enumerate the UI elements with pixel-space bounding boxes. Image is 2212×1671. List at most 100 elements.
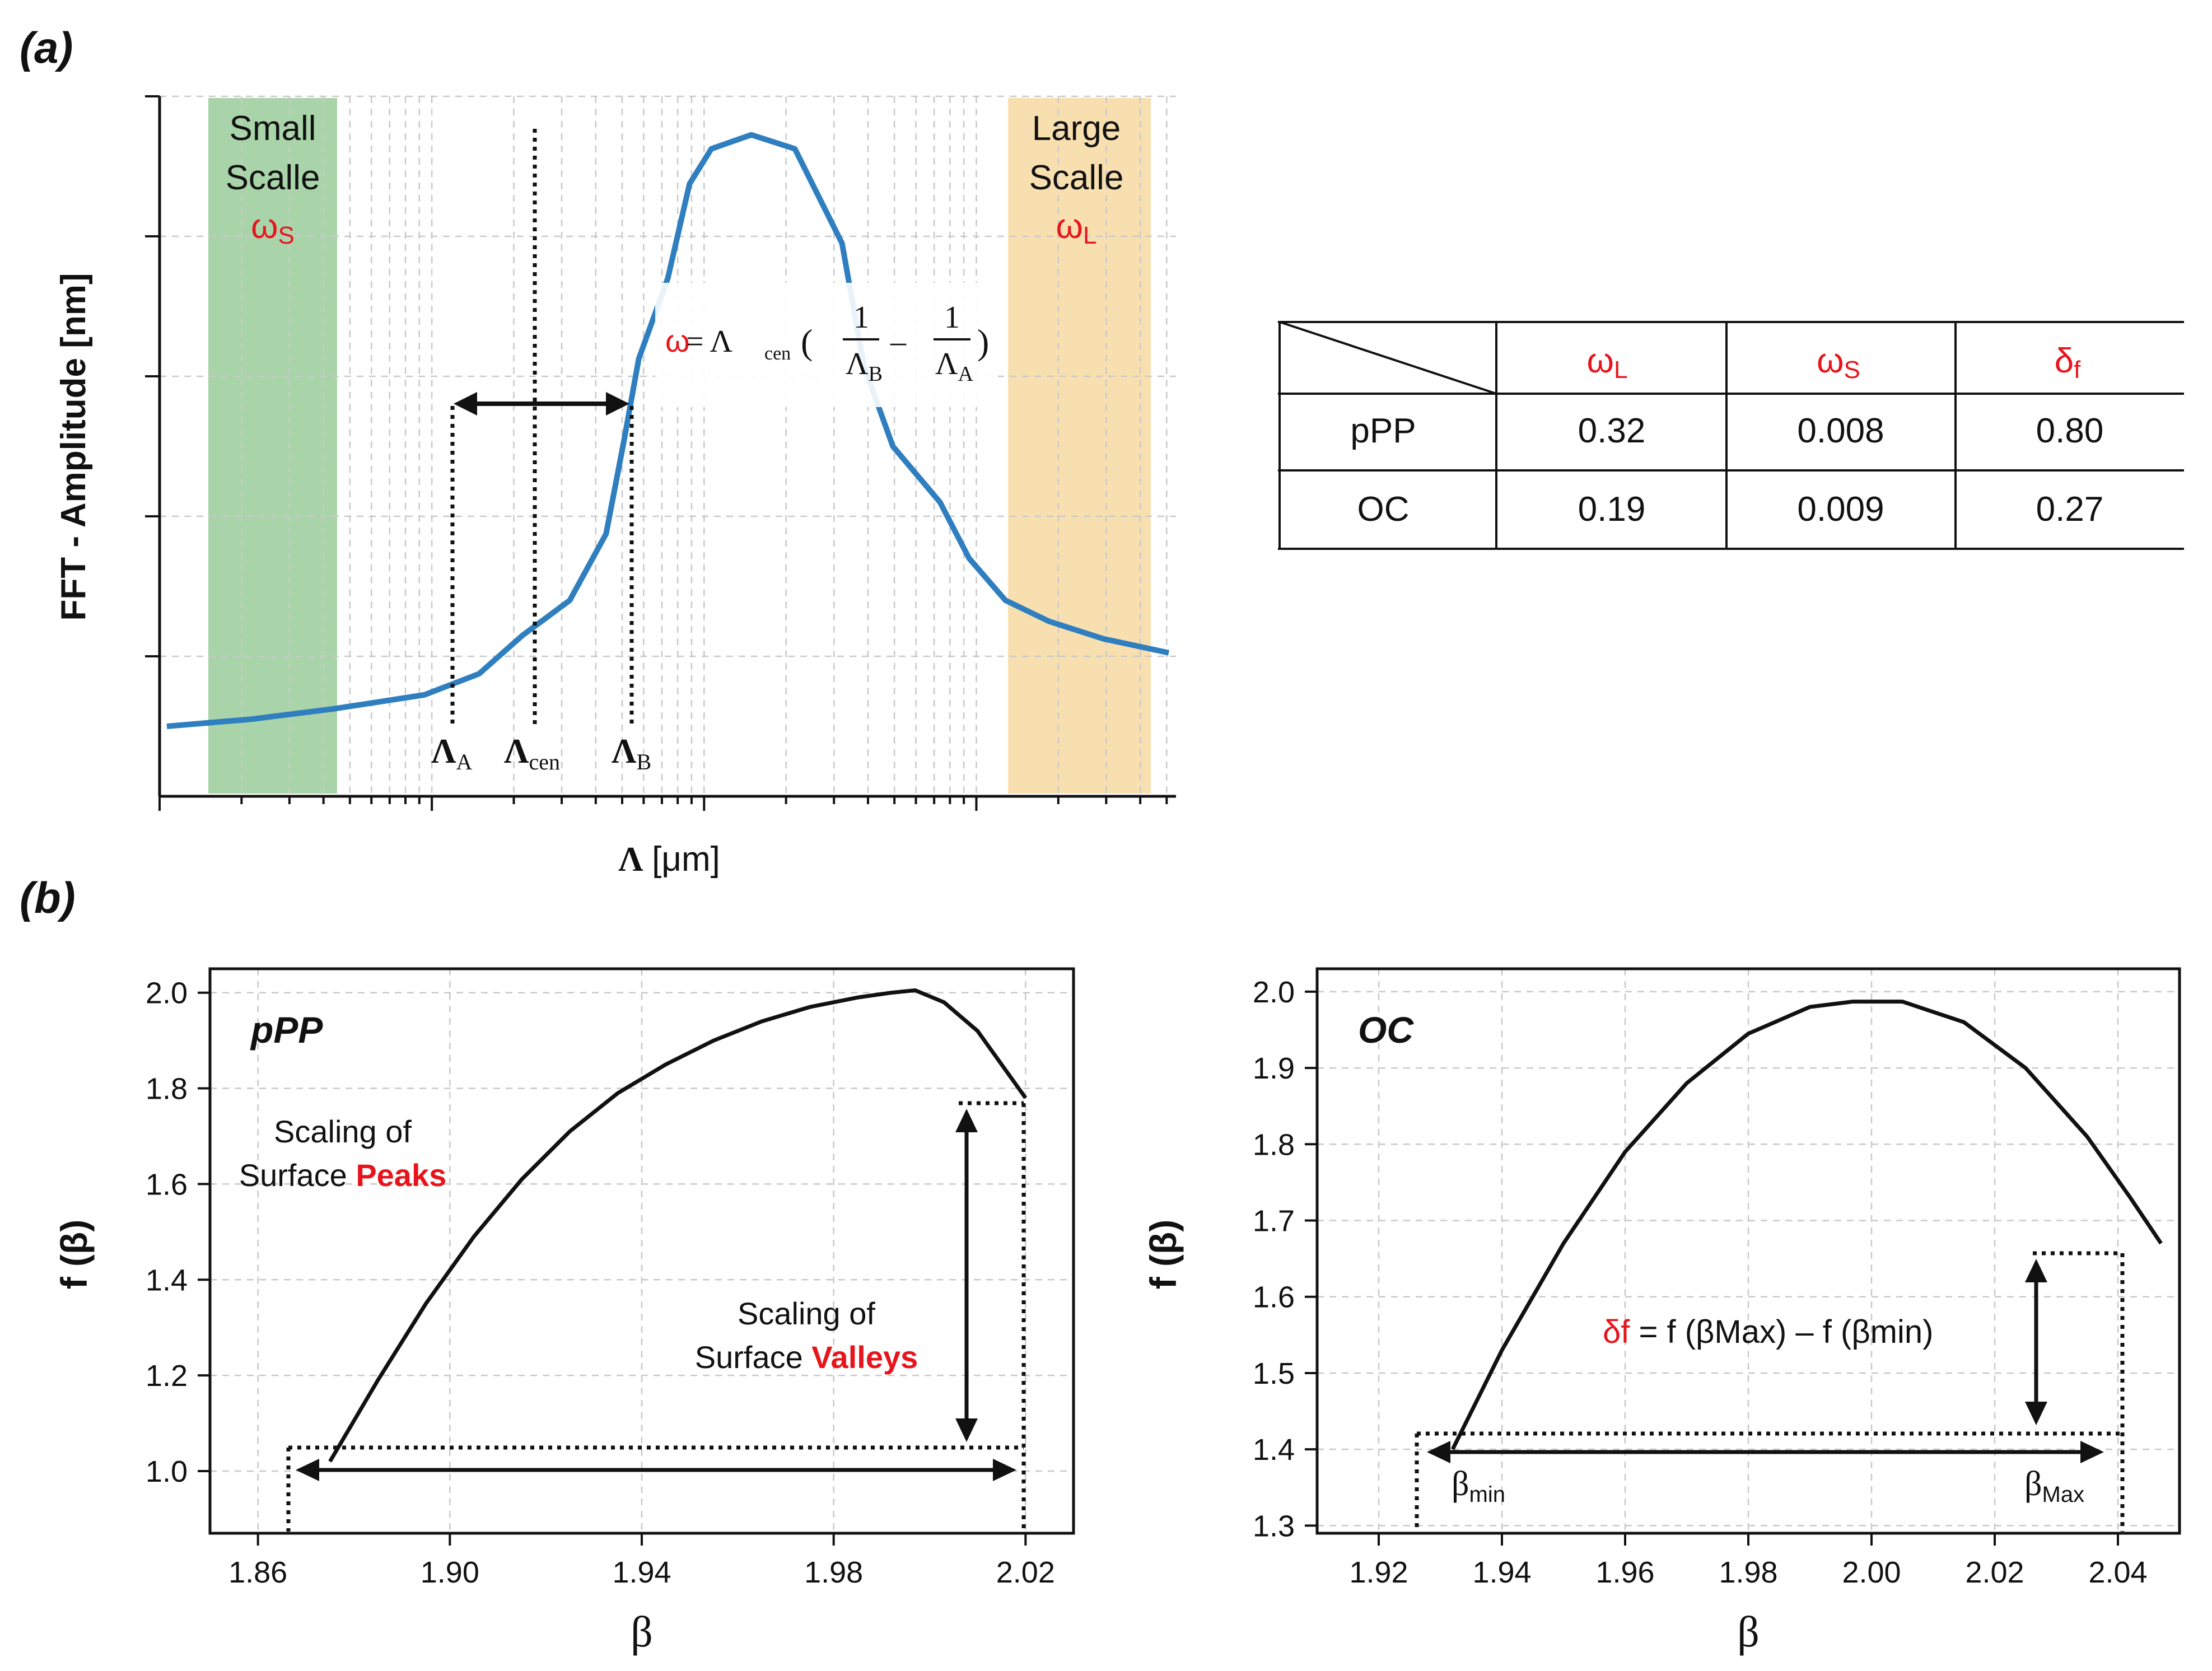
panel-label-a: (a) xyxy=(20,23,73,72)
ppp-horizontal-arrow-right-head xyxy=(993,1459,1016,1481)
svg-text:ΛA: ΛA xyxy=(935,347,974,386)
oc-curve xyxy=(1450,1000,2163,1450)
svg-text:1: 1 xyxy=(853,300,869,335)
table-corner-diagonal xyxy=(1279,321,1497,395)
oc-y-tick-label: 1.5 xyxy=(1253,1357,1295,1390)
large-scale-band xyxy=(1008,98,1151,794)
svg-text:= Λ: = Λ xyxy=(686,324,732,359)
omega-formula: ω = Λ cen ( 1 ΛB – 1 ΛA ) xyxy=(665,300,989,386)
oc-delta-formula: δf = f (βMax) – f (βmin) xyxy=(1603,1314,1933,1350)
oc-y-tick-label: 2.0 xyxy=(1253,975,1295,1009)
ppp-chart: 1.86 1.90 1.94 1.98 2.02 1.0 1.2 1.4 1.6 1.8 2.0 p… xyxy=(53,967,1075,1656)
ppp-y-tick-label: 1.4 xyxy=(146,1263,188,1297)
table-cell: 0.19 xyxy=(1578,490,1646,529)
ppp-peaks-annotation-line1: Scaling of xyxy=(274,1114,412,1149)
oc-beta-max-label: βMax xyxy=(2024,1465,2084,1507)
svg-text:–: – xyxy=(890,324,907,359)
oc-y-tick-label: 1.6 xyxy=(1253,1281,1295,1314)
ppp-peaks-annotation-line2: Surface Peaks xyxy=(239,1157,447,1193)
ppp-y-label: f (β) xyxy=(53,1220,95,1290)
bandwidth-arrow-left-head xyxy=(454,392,477,416)
table-cell: 0.80 xyxy=(2036,412,2104,450)
oc-x-tick-label: 2.02 xyxy=(1965,1556,2024,1589)
oc-x-tick-label: 1.94 xyxy=(1472,1556,1531,1589)
oc-ticks: 1.92 1.94 1.96 1.98 2.00 2.02 2.04 1.3 1.4 1.5 1.6… xyxy=(1253,975,2148,1589)
ppp-horizontal-arrow-left-head xyxy=(296,1459,319,1481)
oc-horizontal-arrow-left-head xyxy=(1427,1441,1450,1463)
svg-text:ΛB: ΛB xyxy=(846,347,883,386)
fft-chart: ΛA Λcen ΛB Small Scalle ωS Large Scalle … xyxy=(54,95,1176,879)
ppp-ticks: 1.86 1.90 1.94 1.98 2.02 1.0 1.2 1.4 1.6 1.8 2.0 xyxy=(146,977,1055,1589)
oc-y-label: f (β) xyxy=(1142,1220,1184,1290)
oc-y-tick-label: 1.4 xyxy=(1253,1433,1295,1467)
oc-y-tick-label: 1.9 xyxy=(1253,1052,1295,1085)
ppp-y-tick-label: 1.8 xyxy=(146,1072,188,1106)
small-scale-label-line1: Small xyxy=(229,109,316,148)
ppp-x-tick-label: 1.86 xyxy=(228,1556,287,1589)
oc-x-tick-label: 2.04 xyxy=(2088,1556,2147,1589)
large-scale-symbol: ωL xyxy=(1056,207,1097,249)
oc-y-tick-label: 1.7 xyxy=(1253,1205,1295,1238)
formula-box xyxy=(655,283,998,407)
oc-x-tick-label: 2.00 xyxy=(1842,1556,1901,1589)
ppp-x-tick-label: 1.94 xyxy=(612,1556,671,1589)
large-scale-label-line2: Scalle xyxy=(1029,158,1124,197)
ppp-x-tick-label: 2.02 xyxy=(996,1556,1055,1589)
ppp-curve xyxy=(328,988,1028,1463)
svg-text:ω: ω xyxy=(665,323,690,358)
fft-y-label: FFT - Amplitude [nm] xyxy=(54,273,93,620)
ppp-grid xyxy=(210,969,1074,1533)
svg-text:): ) xyxy=(977,322,989,362)
oc-beta-min-label: βmin xyxy=(1452,1465,1505,1507)
oc-x-tick-label: 1.98 xyxy=(1719,1556,1777,1589)
ppp-valleys-annotation-line1: Scaling of xyxy=(738,1296,875,1331)
oc-vertical-arrow-top-head xyxy=(2025,1259,2047,1282)
small-scale-label-line2: Scalle xyxy=(226,158,320,197)
ppp-title: pPP xyxy=(250,1009,323,1051)
oc-y-tick-label: 1.8 xyxy=(1253,1128,1295,1161)
ppp-x-tick-label: 1.90 xyxy=(421,1556,479,1589)
oc-x-tick-label: 1.92 xyxy=(1349,1556,1408,1589)
ppp-y-tick-label: 1.0 xyxy=(146,1455,188,1488)
ppp-vertical-arrow-bottom-head xyxy=(955,1418,978,1442)
oc-vertical-arrow-bottom-head xyxy=(2025,1402,2047,1425)
ppp-y-tick-label: 1.2 xyxy=(146,1359,188,1393)
oc-horizontal-arrow-right-head xyxy=(2080,1441,2104,1463)
ppp-x-tick-label: 1.98 xyxy=(804,1556,863,1589)
oc-title: OC xyxy=(1358,1009,1414,1051)
bandwidth-arrow-right-head xyxy=(606,392,629,416)
oc-chart: 1.92 1.94 1.96 1.98 2.00 2.02 2.04 1.3 1.4 1.5 1.6… xyxy=(1142,967,2181,1656)
fft-curve xyxy=(166,132,1170,729)
svg-text:cen: cen xyxy=(764,343,791,364)
fft-x-label: Λ [μm] xyxy=(618,840,720,879)
table-cell: 0.009 xyxy=(1797,490,1884,529)
table-cell: 0.008 xyxy=(1797,412,1884,450)
svg-text:(: ( xyxy=(801,322,813,362)
lambda-cen-label: Λcen xyxy=(504,732,560,774)
results-table: ωL ωS δf pPP 0.32 0.008 0.80 OC 0.19 0.0… xyxy=(1278,321,2184,550)
lambda-a-label: ΛA xyxy=(431,732,472,774)
ppp-y-tick-label: 2.0 xyxy=(146,977,188,1010)
table-cell: 0.32 xyxy=(1578,412,1646,450)
oc-x-label: β xyxy=(1737,1607,1760,1656)
oc-y-tick-label: 1.3 xyxy=(1253,1509,1295,1543)
svg-text:1: 1 xyxy=(944,300,960,335)
ppp-valleys-annotation-line2: Surface Valleys xyxy=(695,1339,918,1375)
small-scale-band xyxy=(208,98,337,794)
table-cell: 0.27 xyxy=(2036,490,2104,529)
table-row-label: pPP xyxy=(1350,412,1416,450)
ppp-vertical-arrow-top-head xyxy=(955,1109,978,1132)
table-header-delta-f: δf xyxy=(2055,342,2082,384)
lambda-b-label: ΛB xyxy=(612,732,651,774)
oc-x-tick-label: 1.96 xyxy=(1595,1556,1654,1589)
small-scale-symbol: ωS xyxy=(251,207,295,249)
table-header-omega-l: ωL xyxy=(1587,342,1628,384)
large-scale-label-line1: Large xyxy=(1032,109,1121,148)
ppp-x-label: β xyxy=(631,1607,653,1656)
fft-ticks xyxy=(145,95,1168,811)
table-row-label: OC xyxy=(1357,490,1410,529)
table-header-omega-s: ωS xyxy=(1817,342,1860,384)
ppp-y-tick-label: 1.6 xyxy=(146,1168,188,1201)
panel-label-b: (b) xyxy=(20,873,76,922)
